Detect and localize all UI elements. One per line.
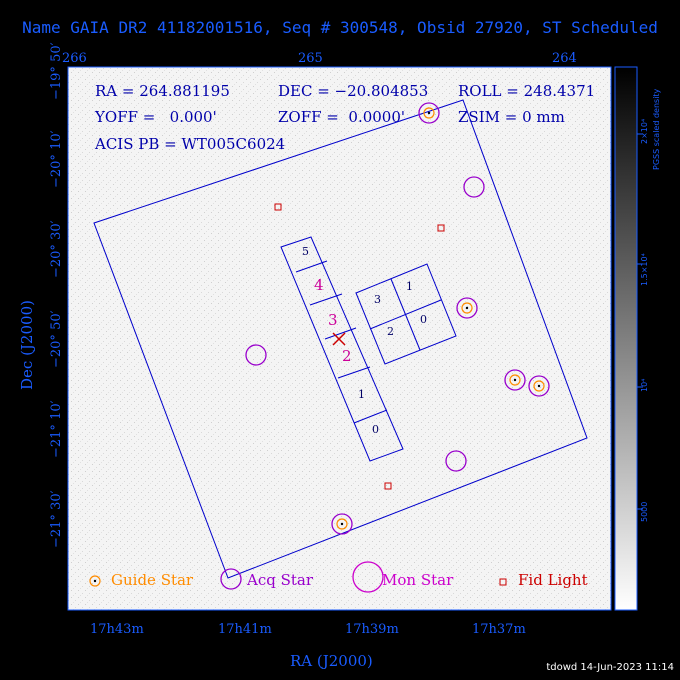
ra-readout: RA = 264.881195	[95, 82, 230, 100]
acq-star	[445, 450, 467, 472]
plot-title: Name GAIA DR2 41182001516, Seq # 300548,…	[22, 18, 658, 37]
acq-star	[504, 369, 526, 391]
guide-star	[336, 518, 348, 530]
colorbar-tick-label: 2×10⁴	[640, 119, 649, 144]
aca-field-box	[93, 99, 588, 579]
guide-star	[461, 302, 473, 314]
left-tick-label: −20° 30′	[49, 220, 64, 278]
chip-label-i3: 3	[374, 293, 381, 306]
left-tick-label: −21° 30′	[49, 490, 64, 548]
colorbar-tick-label: 1.5×10⁴	[640, 253, 649, 286]
chip-label-s5: 5	[302, 245, 309, 258]
top-tick-label: 264	[552, 51, 577, 66]
aimpoint-marker	[332, 332, 346, 346]
acis-pb-readout: ACIS PB = WT005C6024	[94, 135, 285, 153]
fid-light	[384, 482, 392, 490]
fid-lights	[274, 203, 445, 490]
fid-light	[437, 224, 445, 232]
colorbar	[614, 66, 638, 611]
y-axis-label: Dec (J2000)	[18, 300, 36, 390]
legend-fid-icon	[499, 578, 507, 586]
dec-readout: DEC = −20.804853	[278, 82, 428, 100]
acq-star	[245, 344, 267, 366]
left-tick-label: −21° 10′	[49, 400, 64, 458]
chip-label-i0: 0	[420, 313, 427, 326]
acis-s-array	[280, 236, 404, 462]
star-dots	[340, 111, 541, 526]
acis-i-array	[355, 263, 457, 365]
guide-stars	[336, 107, 545, 530]
colorbar-ticks	[637, 133, 643, 510]
acq-stars	[245, 102, 550, 535]
legend-fid-label: Fid Light	[518, 571, 588, 589]
zsim-readout: ZSIM = 0 mm	[458, 108, 565, 126]
chip-label-s4: 4	[314, 276, 324, 294]
guide-star	[509, 374, 521, 386]
colorbar-tick-label: 10⁴	[640, 379, 649, 392]
bottom-tick-label: 17h39m	[345, 622, 399, 637]
legend-guide-icon	[89, 575, 101, 587]
colorbar-label: PGSS scaled density	[652, 88, 661, 170]
guide-star	[533, 380, 545, 392]
bottom-tick-label: 17h41m	[218, 622, 272, 637]
chip-label-i1: 1	[406, 280, 413, 293]
zoff-readout: ZOFF = 0.0000'	[278, 108, 405, 126]
chip-label-s2: 2	[342, 347, 352, 365]
acq-star	[456, 297, 478, 319]
acq-star	[331, 513, 353, 535]
left-tick-label: −20° 10′	[49, 130, 64, 188]
roll-readout: ROLL = 248.4371	[458, 82, 595, 100]
chip-label-s1: 1	[358, 388, 365, 401]
yoff-readout: YOFF = 0.000'	[94, 108, 217, 126]
legend-mon-label: Mon Star	[382, 571, 454, 589]
legend-mon-icon	[352, 561, 384, 593]
chip-label-i2: 2	[387, 325, 394, 338]
timestamp: tdowd 14-Jun-2023 11:14	[546, 662, 674, 673]
top-tick-label: 266	[62, 51, 87, 66]
colorbar-tick-label: 5000	[640, 502, 649, 522]
left-tick-label: −20° 50′	[49, 310, 64, 368]
bottom-tick-label: 17h37m	[472, 622, 526, 637]
guide-star	[423, 107, 435, 119]
top-tick-label: 265	[298, 51, 323, 66]
legend-acq-icon	[220, 568, 242, 590]
acq-star	[463, 176, 485, 198]
chip-label-s0: 0	[372, 423, 379, 436]
bottom-tick-label: 17h43m	[90, 622, 144, 637]
left-tick-label: −19° 50′	[49, 42, 64, 100]
acq-star	[418, 102, 440, 124]
chip-label-s3: 3	[328, 311, 338, 329]
acq-star	[528, 375, 550, 397]
fid-light	[274, 203, 282, 211]
legend-guide-label: Guide Star	[111, 571, 194, 589]
x-axis-label: RA (J2000)	[290, 652, 373, 670]
legend-acq-label: Acq Star	[246, 571, 314, 589]
